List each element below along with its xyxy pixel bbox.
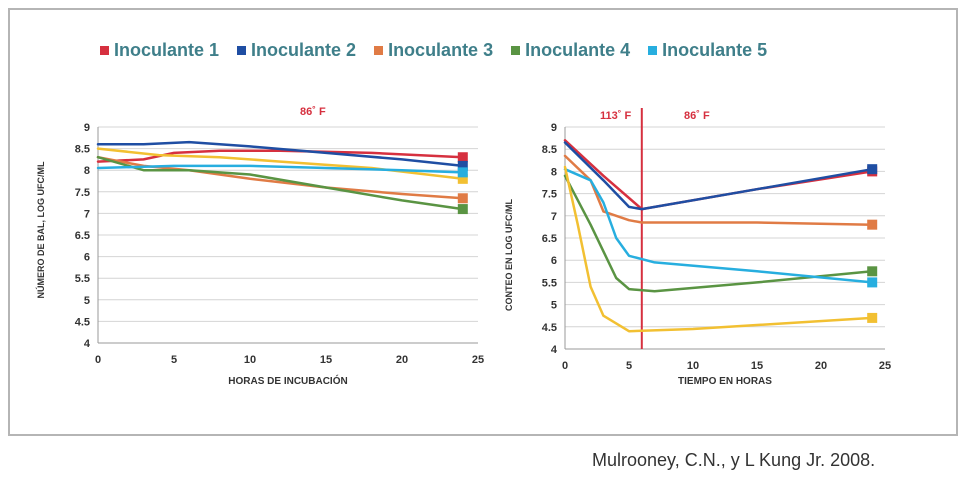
y-tick-label: 5.5 [75,273,90,285]
legend-swatch [100,46,109,55]
legend-label: Inoculante 4 [525,40,631,60]
temperature-annotation: 86˚ F [684,110,710,122]
x-tick-label: 0 [95,354,101,366]
series-line [563,141,874,211]
series-end-marker [867,164,878,175]
series-line [563,139,874,211]
source-citation: Mulrooney, C.N., y L Kung Jr. 2008. [592,450,876,470]
series-line [563,174,874,293]
y-tick-label: 9 [84,122,90,134]
legend-item: Inoculante 5 [648,40,767,61]
legend-label: Inoculante 2 [251,40,357,60]
y-tick-label: 6.5 [75,230,90,242]
x-tick-label: 10 [687,360,699,372]
series-line [563,167,874,284]
series-line [96,140,465,168]
x-tick-label: 10 [244,354,256,366]
series-end-marker [867,266,878,277]
series-end-marker [867,219,878,230]
y-tick-label: 4.5 [75,316,90,328]
chart-right: 4 4.5 5 5.5 6 6.5 7 7.5 8 8.5 9 0 5 10 15 20 25 TIEMPO EN… [504,108,891,387]
series-end-marker [457,152,468,163]
series-line [563,165,874,333]
legend-swatch [648,46,658,55]
y-tick-label: 6.5 [542,233,557,245]
legend-swatch [374,46,384,55]
y-tick-label: 7 [551,211,557,223]
series-end-marker [867,277,878,288]
x-tick-label: 25 [472,354,484,366]
series-end-marker [867,312,878,323]
series-line [96,147,465,181]
series-end-marker [457,167,468,178]
x-tick-label: 15 [751,360,763,372]
y-tick-label: 9 [551,122,557,134]
y-tick-label: 7 [84,208,90,220]
y-tick-label: 4 [551,344,558,356]
x-tick-label: 5 [171,354,177,366]
figure-frame [8,8,958,436]
x-tick-label: 25 [879,360,891,372]
legend-label: Inoculante 5 [662,40,768,60]
series-line [96,149,465,163]
y-tick-label: 4.5 [542,322,557,334]
y-tick-label: 5.5 [542,277,557,289]
y-tick-label: 5 [551,300,557,312]
legend-item: Inoculante 4 [511,40,630,61]
y-tick-label: 8.5 [75,144,90,156]
y-tick-label: 5 [84,295,90,307]
y-axis-label: NÚMERO DE BAL, LOG UFC/ML [35,161,46,298]
temperature-annotation: 113˚ F [600,110,631,122]
chart-left: 4 4.5 5 5.5 6 6.5 7 7.5 8 8.5 9 0 5 10 15 20 25 HORAS DE … [35,106,484,387]
y-tick-label: 8 [84,165,90,177]
y-tick-label: 4 [84,338,91,350]
series-end-marker [457,160,468,171]
series-end-marker [457,173,468,184]
series-end-marker [457,193,468,204]
y-tick-label: 7.5 [542,189,557,201]
legend-item: Inoculante 1 [100,40,219,61]
x-tick-label: 20 [815,360,827,372]
legend-item: Inoculante 3 [374,40,493,61]
y-tick-label: 6 [84,252,90,264]
legend-swatch [511,46,521,55]
x-tick-label: 15 [320,354,332,366]
y-tick-label: 8 [551,166,557,178]
x-axis-label: TIEMPO EN HORAS [678,376,772,387]
temperature-annotation: 86˚ F [300,106,326,118]
series-line [563,154,874,226]
legend: Inoculante 1 Inoculante 2 Inoculante 3 Inoc… [100,40,767,61]
x-tick-label: 0 [562,360,568,372]
legend-label: Inoculante 1 [114,40,220,60]
y-tick-label: 7.5 [75,187,90,199]
legend-label: Inoculante 3 [388,40,494,60]
y-axis-label: CONTEO EN LOG UFC/ML [504,199,514,311]
legend-item: Inoculante 2 [237,40,356,61]
y-tick-label: 8.5 [542,144,557,156]
legend-swatch [237,46,247,55]
x-tick-label: 5 [626,360,632,372]
x-tick-label: 20 [396,354,408,366]
series-line [96,155,465,211]
x-axis-label: HORAS DE INCUBACIÓN [228,374,347,387]
series-line [96,164,465,174]
series-end-marker [457,204,468,215]
y-tick-label: 6 [551,255,557,267]
